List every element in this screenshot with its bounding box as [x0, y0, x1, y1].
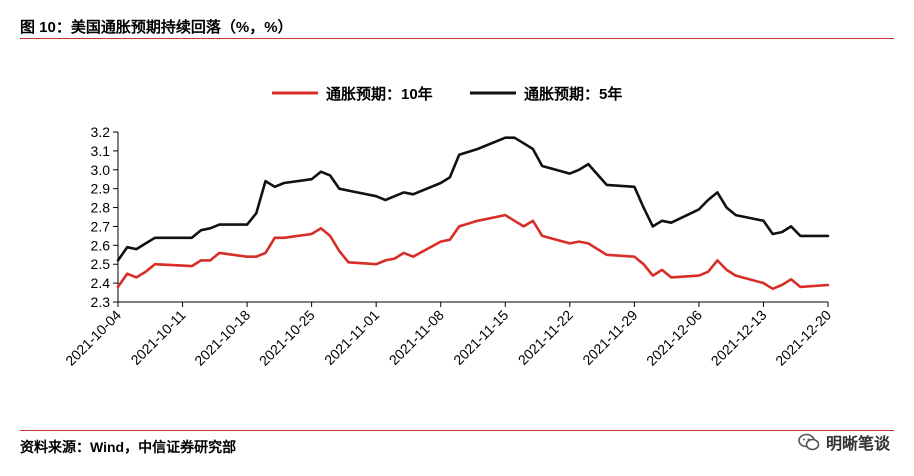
x-tick-label: 2021-10-04 — [62, 307, 124, 369]
plot-area — [116, 136, 830, 291]
x-tick-label: 2021-11-29 — [579, 307, 640, 368]
x-tick-label: 2021-11-08 — [386, 307, 447, 368]
y-tick-label: 2.4 — [91, 275, 111, 291]
y-tick-label: 2.6 — [91, 237, 111, 253]
y-tick-label: 3.1 — [91, 143, 111, 159]
y-tick-label: 2.8 — [91, 200, 111, 216]
x-tick-label: 2021-11-15 — [450, 307, 511, 368]
legend-label-5y: 通胀预期：5年 — [524, 85, 622, 103]
x-tick-label: 2021-10-11 — [127, 307, 188, 368]
legend-label-10y: 通胀预期：10年 — [326, 85, 433, 103]
watermark-text: 明晰笔谈 — [825, 436, 890, 453]
footer-divider — [20, 430, 894, 431]
x-tick-label: 2021-12-13 — [708, 307, 770, 369]
x-tick-label: 2021-11-22 — [515, 307, 576, 368]
source-note: 资料来源：Wind，中信证券研究部 — [20, 439, 237, 455]
chart-legend: 通胀预期：10年 通胀预期：5年 — [272, 85, 622, 103]
x-tick-label: 2021-10-25 — [256, 307, 318, 369]
y-tick-label: 3.2 — [91, 124, 111, 140]
chart-axes: 2.3 2.4 2.5 2.6 2.7 2.8 2.9 3.0 3.1 3.2 2021-10-04… — [62, 124, 834, 369]
title-divider — [20, 38, 894, 39]
y-tick-label: 3.0 — [91, 162, 111, 178]
x-tick-label: 2021-12-20 — [772, 307, 834, 369]
y-tick-label: 2.7 — [91, 218, 111, 234]
watermark: 明晰笔谈 — [798, 430, 890, 454]
x-tick-label: 2021-10-18 — [191, 307, 253, 369]
series-line-5y — [116, 136, 830, 262]
line-chart: 通胀预期：10年 通胀预期：5年 2.3 2.4 2.5 2.6 2.7 2.8 2.9 3.… — [62, 85, 834, 369]
series-line-10y — [116, 213, 830, 291]
wechat-icon — [798, 433, 820, 451]
y-tick-label: 2.9 — [91, 181, 111, 197]
y-tick-label: 2.3 — [91, 294, 111, 310]
x-tick-label: 2021-11-01 — [321, 307, 382, 368]
y-tick-label: 2.5 — [91, 256, 111, 272]
figure-title: 图 10：美国通胀预期持续回落（%，%） — [20, 19, 293, 36]
x-tick-label: 2021-12-06 — [643, 307, 705, 369]
